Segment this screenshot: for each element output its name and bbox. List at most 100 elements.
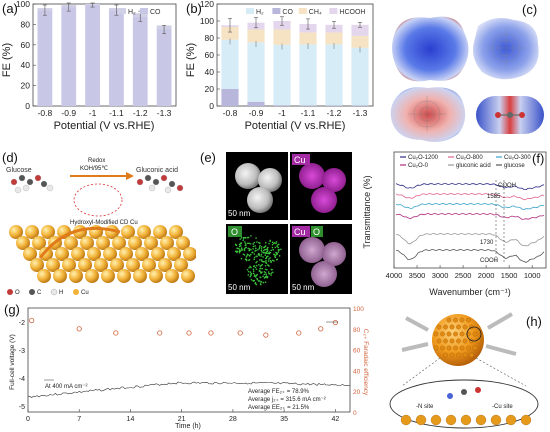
np-dot-1-1: [443, 324, 448, 330]
o-dot-1-27: [272, 248, 274, 251]
o-dot-2-89: [257, 280, 260, 282]
lattice-atom-1-8: [144, 236, 158, 250]
o-dot-0-14: [238, 251, 241, 254]
o-dot-2-49: [258, 259, 261, 261]
legend-co: CO: [150, 9, 161, 16]
lattice-atom-4-4: [101, 269, 115, 283]
o-dot-1-60: [274, 246, 277, 249]
o-dot-0-45: [254, 247, 257, 250]
o-dot-1-57: [269, 239, 272, 242]
cu-tag-bg: [292, 154, 310, 165]
redox-label: Redox: [88, 158, 105, 164]
panel-f-legend: Cu₂O-1200 Cu₂O-800 Cu₂O-300 Cu₂O-0 gluconic …: [400, 155, 531, 169]
np-dot-0-4: [459, 317, 465, 323]
lattice-atom-2-8: [151, 247, 165, 261]
o-dot-2-80: [264, 261, 267, 264]
gluconic-atom-4: [148, 184, 156, 192]
fe-point-7: [263, 332, 269, 338]
panel-a-xticks: -0.8 -0.9 -1 -1.1 -1.2 -1.3: [38, 108, 172, 118]
xtick-f-1: 3500: [409, 271, 426, 280]
panel-b-bars: [221, 16, 369, 106]
panel-b-frame: [216, 3, 374, 107]
scale-bar-3: 50 nm: [292, 283, 315, 292]
lattice-atom-0-9: [153, 225, 167, 239]
o-atom: [475, 387, 481, 393]
xtick-a-5: -1.3: [157, 108, 172, 118]
xtick-g-5: 35: [280, 416, 288, 423]
gluconic-acid-label: Gluconic acid: [136, 167, 178, 174]
o-dot-1-71: [265, 251, 268, 253]
o-dot-0-84: [234, 250, 237, 253]
zoom-circle: [73, 183, 123, 217]
o-dot-0-19: [253, 256, 256, 259]
o-dot-2-19: [262, 281, 265, 284]
bar-co-1: [61, 7, 77, 107]
o-dots: [234, 235, 282, 286]
o-dot-1-48: [278, 248, 280, 251]
gluconic-atom-2: [152, 178, 160, 186]
o-dot-2-18: [261, 260, 263, 263]
ytick-a-5: 100: [16, 0, 30, 9]
lattice-atom-4-7: [149, 269, 163, 283]
o-dot-0-13: [252, 245, 255, 248]
o-dot-2-88: [262, 275, 264, 278]
o-dot-1-81: [258, 246, 261, 248]
ytick-b-5: 100: [200, 16, 214, 26]
o-dot-0-85: [253, 241, 256, 244]
o-dot-2-36: [264, 281, 267, 283]
lattice-atom-2-0: [23, 247, 37, 261]
lattice-atom-3-4: [94, 258, 108, 272]
xtick-a-4: -1.2: [133, 108, 148, 118]
o-dot-0-87: [250, 235, 252, 237]
o-dot-0-66: [244, 244, 247, 247]
np-dot-5-4: [462, 352, 468, 358]
legend-f-0: Cu₂O-1200: [408, 155, 439, 161]
gluconic-atom-6: [176, 184, 184, 192]
o-dot-1-68: [269, 259, 272, 262]
panel-f-frame: [393, 151, 547, 269]
xtick-f-6: 1000: [524, 271, 541, 280]
lattice-atom-0-8: [137, 225, 151, 239]
np-dot-2-3: [453, 331, 458, 337]
legend-f-4: gluconic acid: [456, 163, 491, 169]
panel-c: (c): [390, 2, 544, 142]
cu-site-label: -Cu site: [492, 404, 513, 410]
o-dot-0-70: [236, 250, 239, 253]
cuo-tag1-bg: [292, 226, 310, 237]
o-dot-0-15: [243, 241, 246, 243]
o-dot-2-84: [250, 272, 253, 275]
o-dot-2-41: [252, 270, 255, 273]
atom-o-right: [519, 112, 525, 118]
xtick-b-5: -1.3: [353, 108, 368, 118]
panel-f-ylabel: Transmittance (%): [362, 175, 372, 248]
glucose-atom-4: [22, 184, 30, 192]
o-dot-1-53: [260, 249, 263, 252]
o-dot-1-5: [276, 244, 279, 246]
o-dot-2-57: [266, 276, 269, 278]
legend-h2-swatch: [118, 8, 126, 14]
o-dot-0-16: [253, 258, 255, 261]
spectrum-1: [395, 192, 545, 201]
o-dot-0-81: [256, 255, 258, 258]
o-dot-1-20: [276, 245, 278, 248]
np-dot-4-5: [466, 345, 471, 351]
spectrum-0: [395, 182, 545, 191]
np-dot-1-0: [436, 324, 442, 330]
o-dot-0-73: [246, 254, 248, 257]
o-tag: O: [231, 227, 238, 237]
legend-cu: Cu: [81, 290, 89, 296]
legend-b-2: CH₄: [309, 9, 322, 16]
o-dot-0-75: [250, 248, 252, 251]
o-dot-1-29: [267, 252, 270, 255]
o-dot-2-58: [268, 272, 271, 275]
o-dot-1-46: [267, 260, 270, 262]
o-dot-1-88: [275, 251, 277, 254]
o-dot-1-56: [260, 259, 263, 261]
surf-atom-2: [430, 414, 442, 426]
o-dot-0-78: [239, 250, 242, 252]
cu-particle-3: [311, 187, 337, 213]
xtick-b-0: -0.8: [223, 108, 238, 118]
bar-b-s1-0: [221, 89, 239, 106]
panel-g-yticks-right: 100 80 60 40 20 0: [353, 306, 364, 417]
